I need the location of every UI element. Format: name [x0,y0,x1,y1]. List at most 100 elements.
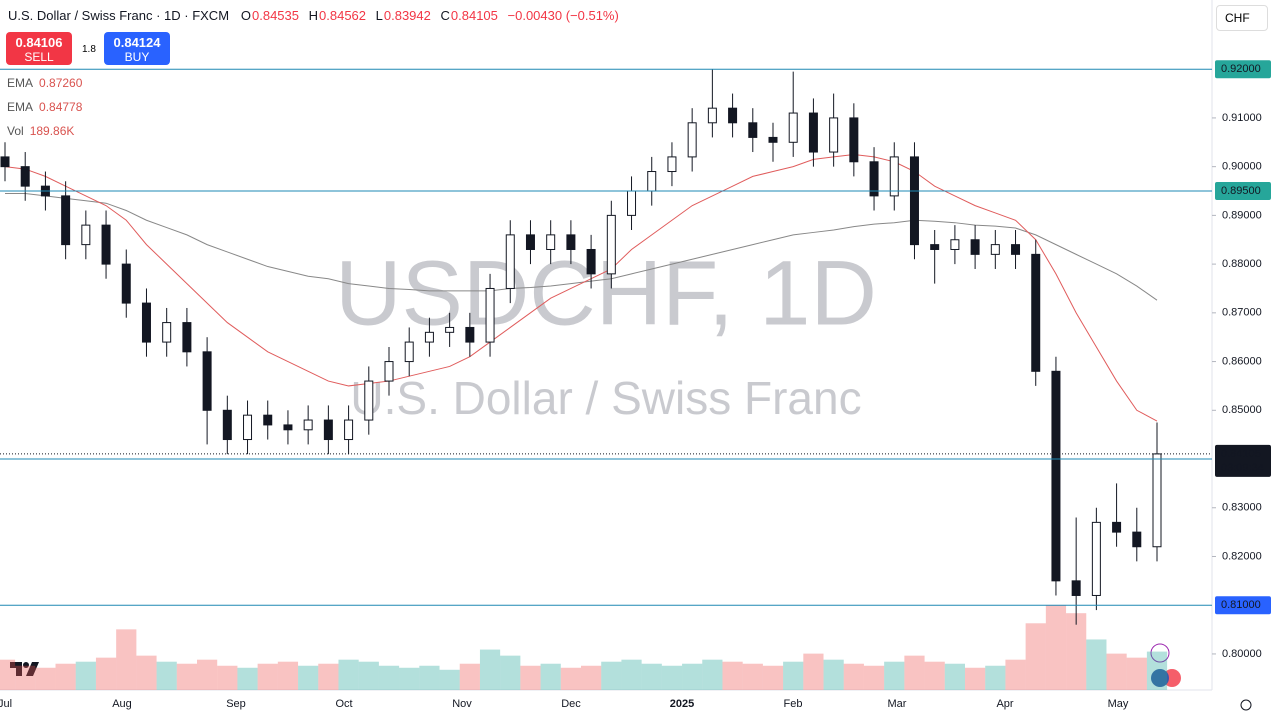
y-tick-label: 0.80000 [1222,648,1262,660]
change: −0.00430 (−0.51%) [507,8,619,23]
buy-button[interactable]: 0.84124 BUY [104,32,170,65]
o-label: O [240,8,251,23]
watermark-name: U.S. Dollar / Swiss Franc [350,372,861,424]
flag-icon[interactable] [1151,669,1169,687]
volume-bar [843,663,864,690]
volume-bar [702,659,723,690]
volume-bar [641,663,662,690]
candle-body [263,414,273,426]
volume-bar [75,661,96,690]
level-label: 0.81000 [1221,599,1261,611]
candle-body [485,287,495,343]
sell-label: SELL [24,50,54,64]
y-tick-label: 0.90000 [1222,161,1262,173]
candle-body [586,248,596,275]
volume-bar [116,629,137,690]
candle-body [20,166,30,187]
buy-label: BUY [124,50,150,64]
volume-bar [298,665,319,690]
volume-bar [459,663,480,690]
y-tick-label: 0.82000 [1222,550,1262,562]
volume-bar [1086,639,1107,690]
volume-bar [944,663,965,690]
volume-bar [1005,659,1026,690]
candle-body [0,156,10,168]
volume-bar [55,663,76,690]
candle-body [990,244,1000,255]
candle-body [61,195,71,246]
y-tick-label: 0.89000 [1222,209,1262,221]
candle-body [546,234,556,250]
volume-bar [15,665,36,690]
indicator-name: Vol [7,124,24,138]
level-tag [1215,60,1271,79]
x-tick-label: Oct [335,698,352,710]
volume-bar [0,659,16,690]
level-label: 0.89500 [1221,185,1261,197]
volume-bar [237,667,258,690]
candle-body [788,112,798,143]
indicator: EMA 0.84778 [7,100,82,114]
volume-bar [601,661,622,690]
y-tick-label: 0.87000 [1222,307,1262,319]
indicator-name: EMA [7,76,34,90]
candle-body [849,117,859,163]
volume-bar [257,663,278,690]
currency-button[interactable]: CHF [1216,5,1268,31]
indicator-name: EMA [7,100,34,114]
volume-bar [581,665,602,690]
volume-bar [985,665,1006,690]
y-tick-label: 0.86000 [1222,355,1262,367]
volume-bar [156,661,177,690]
volume-bar [197,659,218,690]
volume-bar [722,661,743,690]
header: U.S. Dollar / Swiss Franc · 1D · FXCM O 0… [8,8,625,23]
volume-bar [803,653,824,690]
candle-body [748,122,758,138]
icon[interactable] [1150,643,1170,663]
volume-bar [1106,653,1127,690]
candle-body [909,156,919,246]
x-tick-label: Sep [226,698,246,710]
volume-bar [1126,657,1147,690]
candle-body [101,224,111,265]
candle-body [1091,521,1101,596]
last-price-label: 0.84105 [1221,448,1261,460]
volume-bar [783,661,804,690]
volume-bar [904,655,925,690]
volume-bar [318,663,339,690]
candle-body [364,380,374,421]
volume-bar [358,661,379,690]
volume-bar [762,665,784,690]
candle-body [1152,453,1162,548]
candle-body [566,234,576,250]
settings-icon[interactable] [1240,699,1252,711]
countdown: 03:09:34 [1221,462,1264,474]
volume-bar [661,665,683,690]
sell-button[interactable]: 0.84106 SELL [6,32,72,65]
candle-body [808,112,818,153]
candle-body [768,136,778,143]
candle-body [162,322,172,343]
x-tick-label: Nov [452,698,472,710]
candle-body [283,424,293,431]
candle-body [829,117,839,153]
volume-bar [338,659,359,690]
volume-bar [500,655,521,690]
volume-bar [176,663,197,690]
indicator: Vol 189.86K [7,124,74,138]
candle-body [243,414,253,441]
volume-bar [95,657,117,690]
volume-bar [520,665,541,690]
candle-body [606,214,616,275]
c: 0.84105 [450,8,498,23]
volume-bar [884,661,905,690]
c-label: C [440,8,450,23]
volume-bar [965,667,986,690]
volume-bar [1025,623,1046,690]
title: U.S. Dollar / Swiss Franc · 1D · FXCM [8,8,230,23]
ema-line [5,192,1158,301]
spread: 1.8 [82,44,96,55]
candle-body [182,322,192,353]
candle-body [303,419,313,431]
